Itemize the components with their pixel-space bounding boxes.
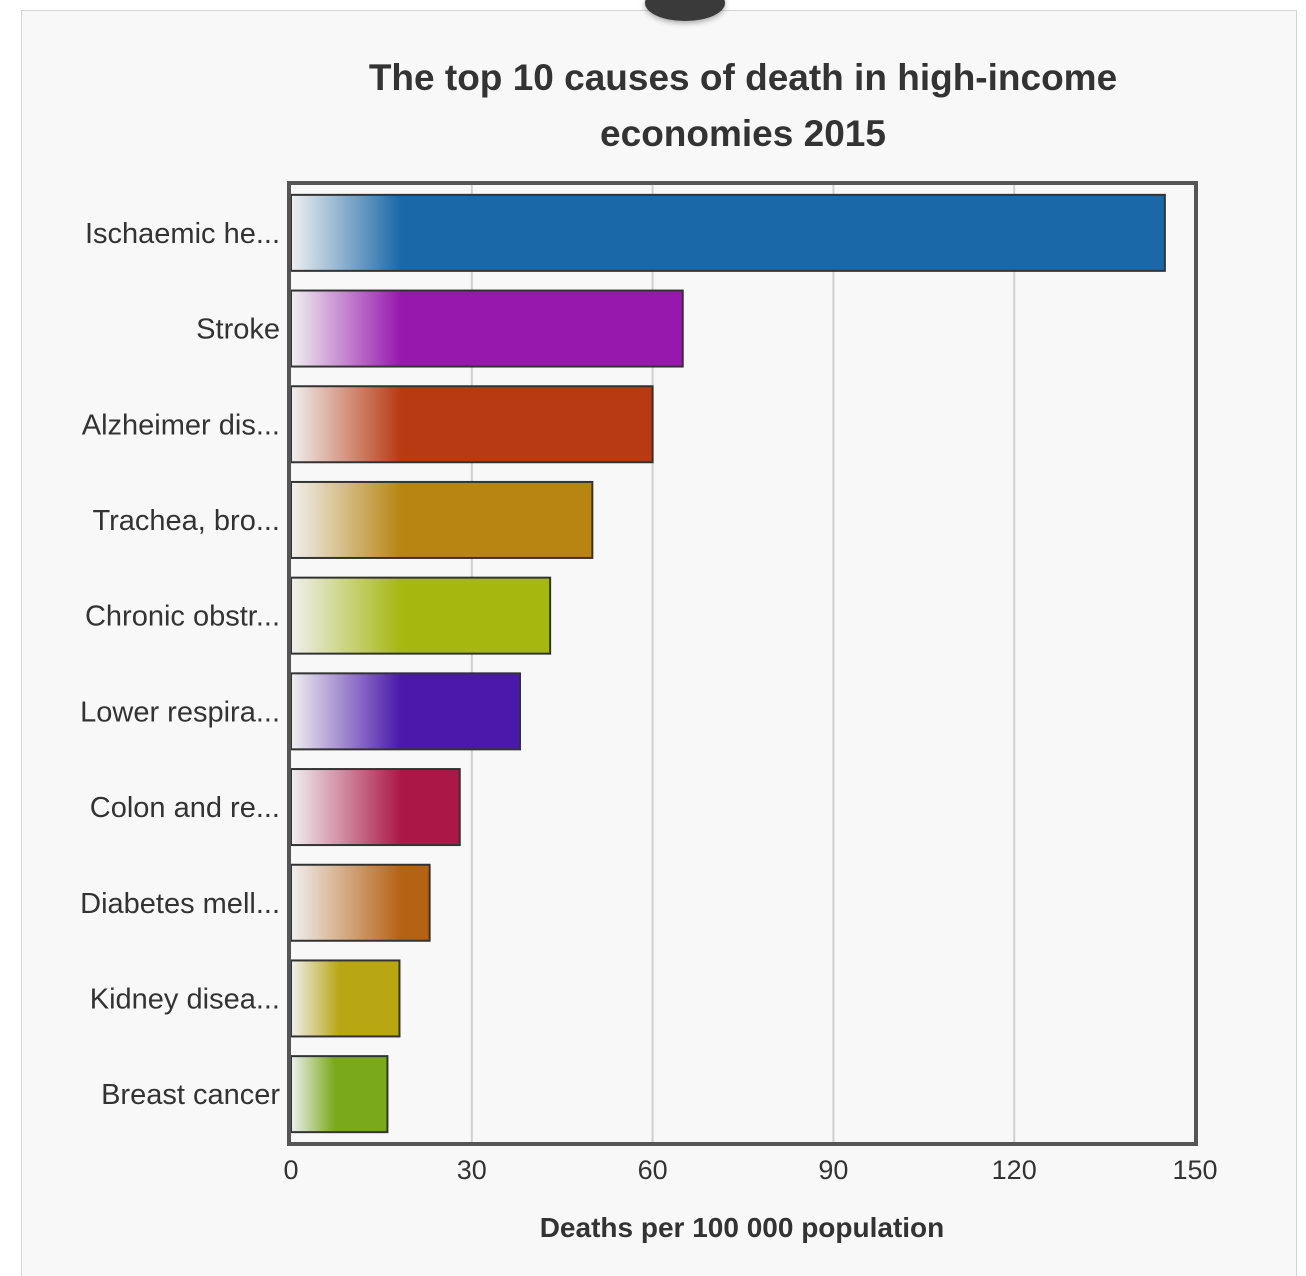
- bar-2[interactable]: [290, 385, 654, 464]
- category-label: Kidney disea...: [90, 983, 280, 1015]
- x-axis-title: Deaths per 100 000 population: [540, 1212, 945, 1243]
- chart-title: The top 10 causes of death in high-incom…: [368, 57, 1118, 154]
- drag-handle-icon[interactable]: [645, 0, 725, 21]
- bar-0[interactable]: [290, 193, 1166, 272]
- bar-7[interactable]: [290, 863, 431, 942]
- category-label: Ischaemic he...: [85, 218, 280, 250]
- x-tick-label: 120: [992, 1155, 1037, 1185]
- category-label: Alzheimer dis...: [82, 409, 280, 441]
- bar-3[interactable]: [290, 480, 594, 559]
- bar-9[interactable]: [290, 1055, 389, 1134]
- category-label: Lower respira...: [80, 696, 280, 728]
- bar-1[interactable]: [290, 289, 684, 368]
- x-tick-label: 0: [283, 1155, 298, 1185]
- x-tick-label: 90: [818, 1155, 848, 1185]
- plot-area-frame: [287, 181, 1198, 1146]
- bar-5[interactable]: [290, 672, 522, 751]
- category-label: Trachea, bro...: [92, 505, 280, 537]
- category-label: Stroke: [196, 314, 280, 346]
- category-labels: Ischaemic he... Stroke Alzheimer dis... Tra…: [80, 218, 280, 1111]
- x-tick-label: 30: [457, 1155, 487, 1185]
- category-label: Chronic obstr...: [85, 601, 280, 633]
- bar-4[interactable]: [290, 576, 552, 655]
- x-tick-labels: 0 30 60 90 120 150: [283, 1155, 1217, 1185]
- category-label: Diabetes mell...: [80, 888, 280, 920]
- bar-8[interactable]: [290, 959, 401, 1038]
- category-label: Breast cancer: [101, 1079, 280, 1111]
- x-tick-label: 150: [1172, 1155, 1217, 1185]
- bars: [290, 193, 1166, 1134]
- x-tick-label: 60: [638, 1155, 668, 1185]
- bar-6[interactable]: [290, 768, 461, 847]
- category-label: Colon and re...: [90, 792, 280, 824]
